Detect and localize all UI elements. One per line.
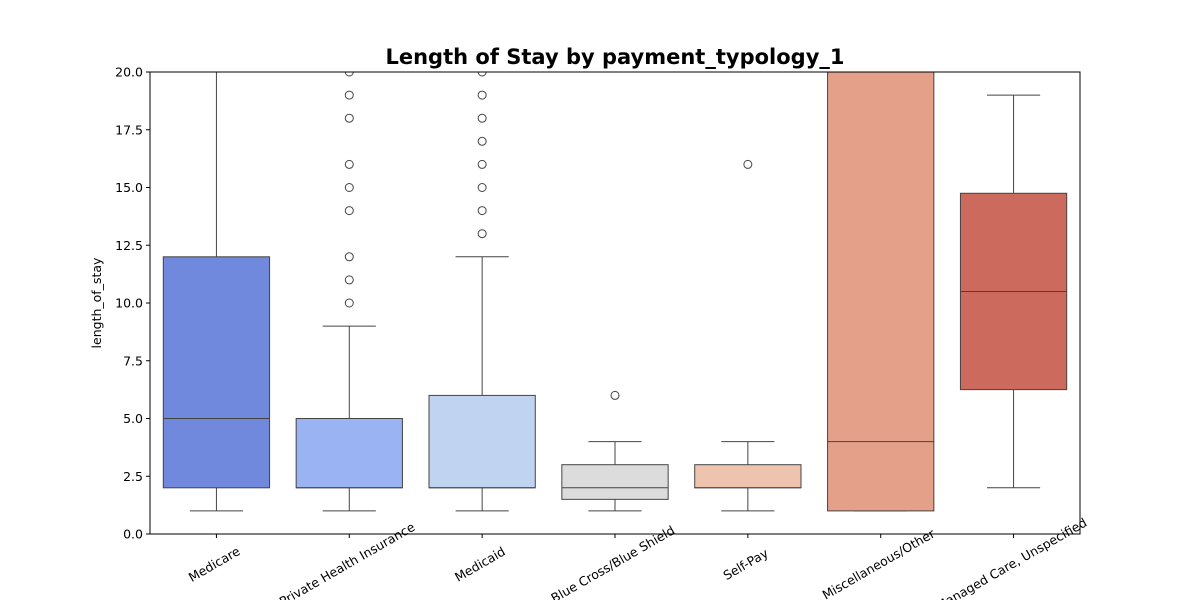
x-tick-label: Managed Care, Unspecified <box>933 515 1089 600</box>
outlier <box>477 136 487 146</box>
outlier <box>477 113 487 123</box>
outlier <box>344 159 354 169</box>
y-tick-label: 17.5 <box>115 122 143 137</box>
x-tick-label: Medicaid <box>452 544 508 585</box>
plot-area <box>162 72 1068 512</box>
x-tick-label: Private Health Insurance <box>277 519 418 600</box>
y-tick-label: 10.0 <box>115 296 143 311</box>
y-tick-label: 0.0 <box>123 527 143 542</box>
outlier <box>477 183 487 192</box>
outlier <box>344 252 354 262</box>
x-tick-label: Self-Pay <box>720 545 771 583</box>
x-tick-label: Miscellaneous/Other <box>820 525 939 600</box>
outlier <box>344 183 354 192</box>
outlier <box>344 275 354 285</box>
outlier <box>477 229 487 239</box>
outlier <box>477 159 487 169</box>
outlier <box>344 72 354 77</box>
y-tick-label: 20.0 <box>115 65 143 80</box>
outlier <box>477 90 487 100</box>
box <box>428 394 536 489</box>
chart-title: Length of Stay by payment_typology_1 <box>385 45 844 69</box>
y-tick-label: 5.0 <box>123 411 143 426</box>
outlier <box>344 113 354 123</box>
y-tick-label: 12.5 <box>115 238 143 253</box>
box <box>561 464 669 500</box>
outlier <box>743 159 753 169</box>
box <box>827 72 935 512</box>
y-tick-label: 2.5 <box>123 469 143 484</box>
y-tick-label: 15.0 <box>115 180 143 195</box>
box <box>162 256 271 489</box>
box <box>295 418 403 489</box>
box <box>694 464 802 489</box>
outlier <box>344 298 354 308</box>
outlier <box>477 72 487 77</box>
x-tick-label: Medicare <box>186 543 243 585</box>
outlier <box>344 206 354 216</box>
y-tick-label: 7.5 <box>123 353 143 368</box>
y-axis-label: length_of_stay <box>89 257 104 348</box>
outlier <box>344 90 354 100</box>
outlier <box>610 390 620 400</box>
outlier <box>477 206 487 216</box>
